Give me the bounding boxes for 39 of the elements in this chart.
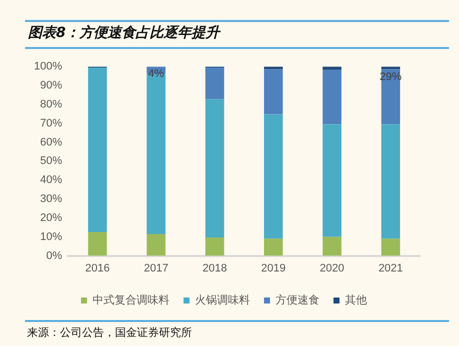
bar [205, 99, 224, 238]
y-tick-label: 90% [40, 80, 62, 92]
x-tick-label: 2020 [320, 262, 344, 274]
bar [322, 66, 342, 70]
data-label: 4% [148, 68, 164, 80]
x-tick-label: 2021 [378, 262, 403, 274]
x-tick-label: 2018 [202, 262, 227, 274]
y-tick-label: 70% [40, 117, 62, 130]
bar [264, 114, 283, 239]
bar [264, 69, 283, 114]
bar [322, 124, 342, 237]
bar [381, 124, 400, 239]
bar [146, 234, 166, 256]
chart-title: 图表8：方便速食占比逐年提升 [28, 24, 220, 42]
x-tick-label: 2017 [144, 262, 168, 274]
x-tick-label: 2016 [85, 262, 110, 274]
y-tick-label: 40% [40, 174, 62, 186]
bar [205, 237, 224, 256]
y-tick-label: 60% [40, 136, 62, 148]
x-tick-label: 2019 [261, 262, 286, 274]
legend-label: 中式复合调味料 [92, 293, 170, 306]
y-tick-label: 30% [40, 193, 62, 206]
y-tick-label: 0% [46, 250, 62, 262]
bar [88, 232, 107, 256]
bar [264, 238, 283, 256]
bar [205, 68, 224, 100]
bar [322, 236, 342, 256]
bar [88, 68, 107, 232]
y-tick-label: 80% [40, 98, 62, 110]
bar [322, 70, 342, 124]
source-note: 来源：公司公告，国金证券研究所 [27, 325, 192, 340]
y-tick-label: 20% [40, 212, 62, 224]
y-tick-label: 10% [40, 230, 62, 243]
legend-label: 其他 [345, 293, 367, 306]
y-tick-label: 50% [40, 155, 62, 168]
legend-label: 火锅调味料 [195, 293, 250, 306]
y-tick-label: 100% [34, 60, 62, 73]
legend-label: 方便速食 [276, 293, 320, 306]
bar [381, 238, 400, 256]
